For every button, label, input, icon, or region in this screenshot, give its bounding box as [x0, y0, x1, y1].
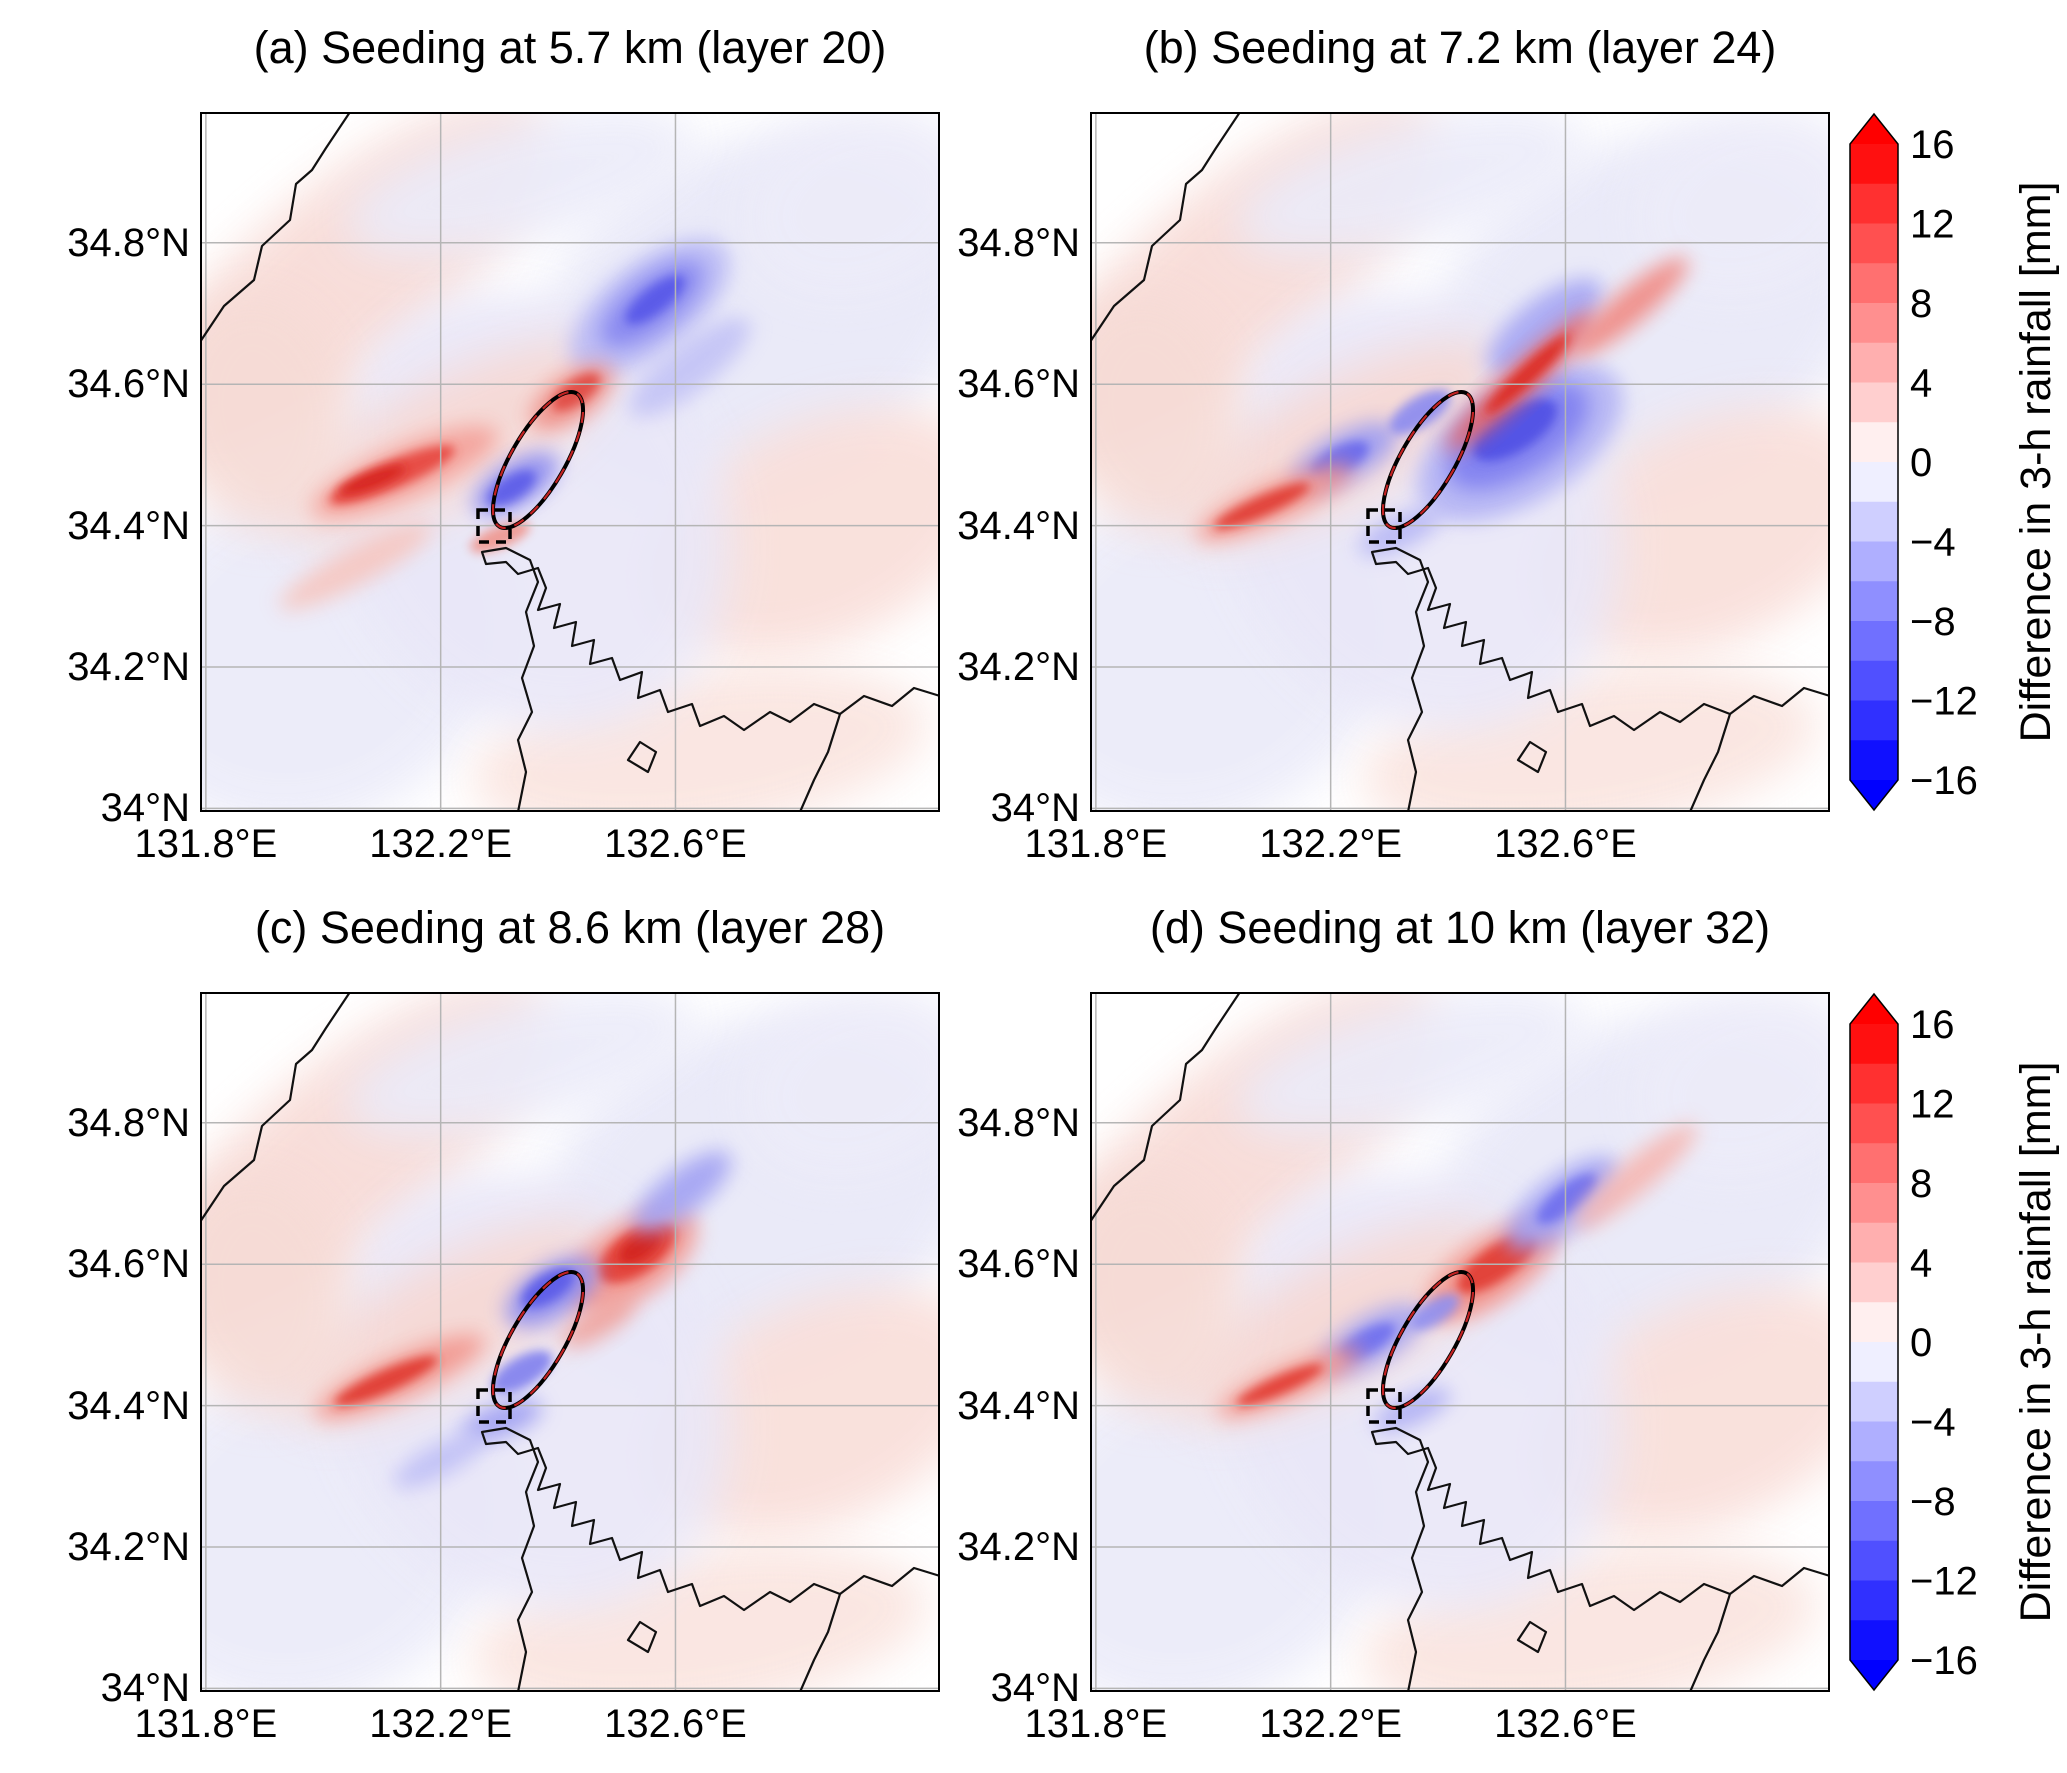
colorbar-tick-label: −4	[1910, 1401, 1956, 1445]
y-tick-label: 34.6°N	[67, 362, 190, 407]
y-tick-label: 34.4°N	[957, 1383, 1080, 1428]
colorbar-tick-label: 16	[1910, 123, 1955, 167]
y-tick-label: 34.2°N	[957, 1524, 1080, 1569]
x-tick-label: 131.8°E	[134, 822, 278, 866]
rainfall-difference-map-a	[200, 112, 940, 812]
colorbar-scale: 16 12 8 4 0 −4 −8 −12 −16	[1849, 992, 1978, 1692]
y-tick-label: 34.4°N	[957, 503, 1080, 548]
y-tick-label: 34.6°N	[957, 362, 1080, 407]
colorbar-tick-label: −16	[1910, 759, 1978, 803]
x-tick-label: 131.8°E	[1024, 822, 1168, 866]
rainfall-difference-map-d	[1090, 992, 1830, 1692]
x-tick-label: 132.2°E	[1259, 822, 1403, 866]
x-tick-label: 132.6°E	[1494, 822, 1637, 866]
colorbar-tick-label: −4	[1910, 521, 1956, 565]
colorbar-tick-label: −12	[1910, 1560, 1978, 1604]
colorbar-tick-label: −8	[1910, 1480, 1956, 1524]
colorbar-tick-label: −12	[1910, 680, 1978, 724]
colorbar-tick-label: 0	[1910, 441, 1932, 485]
y-tick-label: 34.2°N	[957, 644, 1080, 689]
rainfall-difference-map-b	[1090, 112, 1830, 812]
colorbar-tick-label: 0	[1910, 1321, 1932, 1365]
colorbar-tick-label: 8	[1910, 1162, 1932, 1206]
y-tick-label: 34.2°N	[67, 644, 190, 689]
colorbar-bottom: 16 12 8 4 0 −4 −8 −12 −16 Difference in 3-h rain…	[1848, 992, 2067, 1692]
colorbar-label: Difference in 3-h rainfall [mm]	[2012, 1061, 2060, 1623]
panel-title-b: (b) Seeding at 7.2 km (layer 24)	[1143, 22, 1777, 73]
panel-title-d: (d) Seeding at 10 km (layer 32)	[1149, 902, 1771, 953]
colorbar-tick-label: 4	[1910, 362, 1932, 406]
x-tick-label: 132.6°E	[1494, 1702, 1637, 1746]
x-tick-label: 131.8°E	[134, 1702, 278, 1746]
x-tick-label: 131.8°E	[1024, 1702, 1168, 1746]
panel-title-c: (c) Seeding at 8.6 km (layer 28)	[254, 902, 886, 953]
colorbar-scale: 16 12 8 4 0 −4 −8 −12 −16	[1849, 112, 1978, 812]
x-tick-label: 132.6°E	[604, 1702, 747, 1746]
map-panel-a: (a) Seeding at 5.7 km (layer 20) 34.8°N 3…	[67, 22, 940, 866]
y-tick-label: 34.4°N	[67, 1383, 190, 1428]
y-tick-label: 34.4°N	[67, 503, 190, 548]
colorbar-tick-label: −8	[1910, 600, 1956, 644]
y-tick-label: 34°N	[100, 786, 190, 831]
y-tick-label: 34.8°N	[67, 220, 190, 265]
y-tick-label: 34.2°N	[67, 1524, 190, 1569]
x-tick-label: 132.2°E	[369, 1702, 513, 1746]
colorbar-tick-label: 8	[1910, 282, 1932, 326]
map-panel-d: (d) Seeding at 10 km (layer 32) 34.8°N 34…	[957, 902, 1830, 1746]
x-tick-label: 132.6°E	[604, 822, 747, 866]
colorbar-tick-label: 12	[1910, 1083, 1955, 1127]
y-tick-label: 34.8°N	[67, 1100, 190, 1145]
y-tick-label: 34°N	[100, 1666, 190, 1711]
map-panel-c: (c) Seeding at 8.6 km (layer 28) 34.8°N 3…	[67, 902, 940, 1746]
y-tick-label: 34.6°N	[957, 1242, 1080, 1287]
colorbar-top: 16 12 8 4 0 −4 −8 −12 −16 Difference in 3-h rain…	[1848, 112, 2067, 812]
colorbar-tick-label: −16	[1910, 1639, 1978, 1683]
colorbar-tick-label: 12	[1910, 203, 1955, 247]
colorbar-tick-label: 16	[1910, 1003, 1955, 1047]
y-tick-label: 34.8°N	[957, 220, 1080, 265]
map-panel-b: (b) Seeding at 7.2 km (layer 24) 34.8°N 3…	[957, 22, 1830, 866]
y-tick-label: 34.6°N	[67, 1242, 190, 1287]
rainfall-difference-map-c	[200, 992, 940, 1692]
y-tick-label: 34°N	[990, 1666, 1080, 1711]
x-tick-label: 132.2°E	[1259, 1702, 1403, 1746]
y-tick-label: 34°N	[990, 786, 1080, 831]
colorbar-label: Difference in 3-h rainfall [mm]	[2012, 181, 2060, 743]
panel-title-a: (a) Seeding at 5.7 km (layer 20)	[253, 22, 887, 73]
y-tick-label: 34.8°N	[957, 1100, 1080, 1145]
colorbar-tick-label: 4	[1910, 1242, 1932, 1286]
x-tick-label: 132.2°E	[369, 822, 513, 866]
